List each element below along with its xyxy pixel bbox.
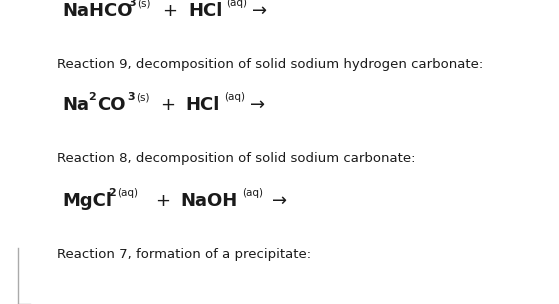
Text: →: → [252,2,267,20]
Text: 2: 2 [108,188,116,198]
Text: NaOH: NaOH [180,192,237,210]
Text: +: + [160,96,175,114]
Text: (s): (s) [136,92,149,102]
Text: (aq): (aq) [224,92,245,102]
Text: Reaction 9, decomposition of solid sodium hydrogen carbonate:: Reaction 9, decomposition of solid sodiu… [57,58,483,71]
Text: →: → [272,192,287,210]
Text: 3: 3 [128,0,136,8]
Text: (aq): (aq) [242,188,263,198]
Text: Reaction 7, formation of a precipitate:: Reaction 7, formation of a precipitate: [57,248,311,261]
Text: Na: Na [62,96,89,114]
Text: NaHCO: NaHCO [62,2,132,20]
Text: (aq): (aq) [226,0,247,8]
Text: 3: 3 [127,92,135,102]
Text: +: + [162,2,177,20]
Text: (s): (s) [137,0,150,8]
Text: Reaction 8, decomposition of solid sodium carbonate:: Reaction 8, decomposition of solid sodiu… [57,152,415,165]
Text: →: → [250,96,265,114]
Text: HCl: HCl [188,2,222,20]
Text: 2: 2 [88,92,96,102]
Text: +: + [155,192,170,210]
Text: HCl: HCl [185,96,219,114]
Text: CO: CO [97,96,126,114]
Text: MgCl: MgCl [62,192,112,210]
Text: (aq): (aq) [117,188,138,198]
